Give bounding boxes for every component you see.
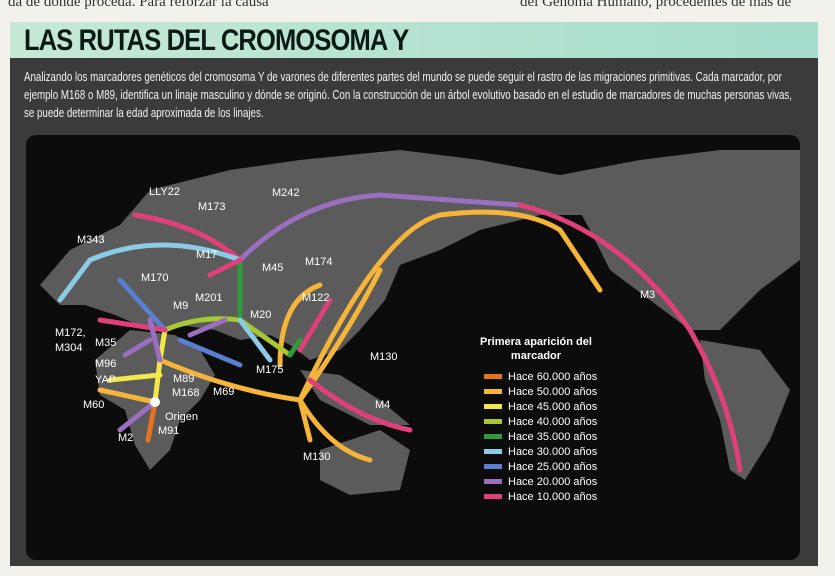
marker-label: M60 [83, 399, 105, 411]
legend-label: Hace 50.000 años [508, 385, 598, 398]
legend-label: Hace 10.000 años [508, 490, 598, 503]
legend-swatch [484, 434, 502, 439]
legend-item: Hace 10.000 años [484, 489, 606, 504]
eurasia [40, 150, 610, 360]
legend-item: Hace 40.000 años [484, 414, 606, 429]
route-m69 [177, 337, 243, 368]
routes [57, 192, 743, 473]
marker-label: M201 [195, 292, 223, 304]
legend-swatch [484, 464, 502, 469]
south-america [700, 340, 790, 480]
legend-swatch [484, 494, 502, 499]
legend-swatch [484, 419, 502, 424]
legend-swatch [484, 404, 502, 409]
legend-item: Hace 60.000 años [484, 369, 606, 384]
legend-label: Hace 40.000 años [508, 415, 598, 428]
route-m4 [307, 377, 413, 433]
legend-item: Hace 35.000 años [484, 429, 606, 444]
marker-label: M242 [272, 187, 300, 199]
route-m175 [287, 337, 303, 358]
route-m170 [117, 277, 168, 333]
route-m35 [122, 317, 163, 363]
legend-label: Hace 35.000 años [508, 430, 598, 443]
marker-label: M89 [173, 373, 195, 385]
route-m173 [132, 212, 243, 263]
legend-label: Hace 45.000 años [508, 400, 598, 413]
marker-label: M130 [303, 451, 331, 463]
marker-label: M96 [95, 358, 117, 370]
marker-label: M343 [77, 234, 105, 246]
legend-label: Hace 60.000 años [508, 370, 598, 383]
legend-label: Hace 25.000 años [508, 460, 598, 473]
route-m343 [57, 242, 243, 303]
legend-title: Primera aparición del marcador [480, 336, 592, 362]
marker-label: YAP [95, 374, 117, 386]
route-m2 [117, 399, 158, 433]
page-text-left: da de dónde proceda. Para reforzar la ca… [8, 0, 269, 10]
legend-item: Hace 50.000 años [484, 384, 606, 399]
marker-label: M304 [55, 342, 83, 354]
marker-label: M130 [370, 351, 398, 363]
legend-label: Hace 20.000 años [508, 475, 598, 488]
route-m122 [297, 297, 333, 353]
origin-marker [150, 397, 160, 407]
legend-swatch [484, 389, 502, 394]
legend-item: Hace 20.000 años [484, 474, 606, 489]
origin-label: Origen [165, 411, 199, 423]
marker-label: M175 [256, 364, 284, 376]
legend-item: Hace 25.000 años [484, 459, 606, 474]
southeast-asia [300, 370, 410, 425]
marker-label: M20 [250, 309, 272, 321]
marker-label: M4 [375, 399, 391, 411]
route-m242 [237, 192, 523, 263]
route-m168 [152, 357, 163, 405]
route-m60 [97, 387, 158, 405]
route-m130 [157, 209, 603, 463]
route-m91 [145, 399, 158, 443]
legend-swatch [484, 479, 502, 484]
route-m17 [207, 257, 243, 278]
route-m20 [237, 317, 273, 363]
marker-label: M168 [172, 387, 200, 399]
title-bar: LAS RUTAS DEL CROMOSOMA Y [10, 22, 818, 58]
marker-label: M17 [196, 249, 218, 261]
page-text-right: del Genoma Humano, procedentes de más de [520, 0, 792, 10]
marker-label: M170 [141, 272, 169, 284]
marker-label: M69 [213, 386, 235, 398]
marker-label: M122 [302, 292, 330, 304]
marker-label: M2 [118, 432, 134, 444]
route-m201 [187, 317, 228, 338]
legend-item: Hace 30.000 años [484, 444, 606, 459]
route-yap [107, 372, 163, 383]
intro-text: Analizando los marcadores genéticos del … [24, 70, 792, 120]
legend-swatch [484, 374, 502, 379]
marker-label: M3 [640, 289, 656, 301]
legend: Primera aparición del marcador Hace 60.0… [466, 335, 606, 504]
page-title: LAS RUTAS DEL CROMOSOMA Y [24, 24, 409, 57]
legend-swatch [484, 449, 502, 454]
marker-label: M174 [305, 256, 333, 268]
legend-item: Hace 45.000 años [484, 399, 606, 414]
marker-label: M45 [262, 262, 284, 274]
marker-label: M172, [55, 327, 86, 339]
marker-label: M35 [95, 337, 117, 349]
marker-label: M91 [158, 425, 180, 437]
marker-label: M9 [173, 300, 189, 312]
route-m3 [517, 202, 743, 473]
marker-label: LLY22 [149, 186, 180, 198]
north-america [560, 150, 800, 330]
legend-label: Hace 30.000 años [508, 445, 598, 458]
marker-label: M173 [198, 201, 226, 213]
